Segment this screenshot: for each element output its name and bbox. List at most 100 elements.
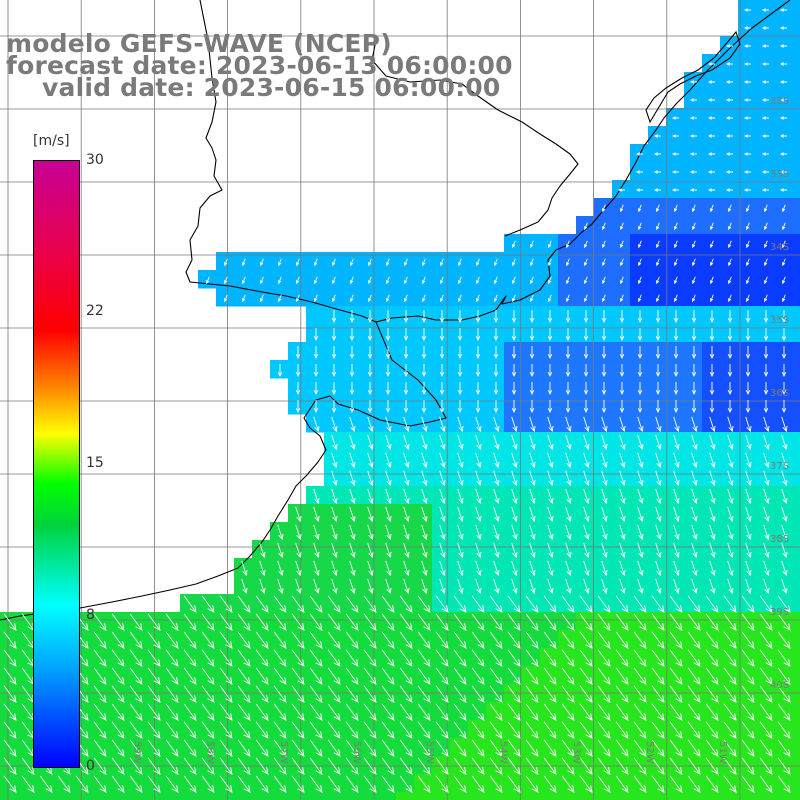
wind-speed-cell bbox=[486, 522, 505, 541]
wind-arrow bbox=[435, 721, 449, 739]
wind-speed-cell bbox=[630, 216, 649, 235]
wind-arrow bbox=[476, 276, 480, 285]
wind-speed-cell bbox=[450, 342, 469, 361]
wind-arrow bbox=[602, 240, 606, 249]
wind-speed-cell bbox=[540, 486, 559, 505]
wind-arrow bbox=[385, 416, 392, 433]
wind-speed-cell bbox=[612, 414, 631, 433]
wind-speed-cell bbox=[792, 702, 800, 721]
wind-arrow bbox=[691, 364, 697, 378]
wind-speed-cell bbox=[612, 792, 631, 800]
wind-speed-cell bbox=[684, 468, 703, 487]
wind-speed-cell bbox=[414, 324, 433, 343]
wind-arrow bbox=[725, 152, 733, 156]
wind-arrow bbox=[689, 116, 697, 120]
wind-speed-cell bbox=[648, 378, 667, 397]
wind-arrow bbox=[421, 506, 428, 523]
wind-speed-cell bbox=[468, 450, 487, 469]
wind-arrow bbox=[547, 452, 554, 469]
wind-speed-cell bbox=[648, 216, 667, 235]
wind-arrow bbox=[421, 524, 428, 541]
wind-speed-cell bbox=[792, 738, 800, 757]
wind-arrow bbox=[327, 649, 341, 667]
wind-arrow bbox=[619, 488, 626, 505]
wind-arrow bbox=[584, 240, 588, 249]
wind-speed-cell bbox=[522, 414, 541, 433]
latitude-label: 35S bbox=[770, 315, 789, 326]
wind-arrow bbox=[584, 294, 588, 303]
wind-arrow bbox=[583, 488, 590, 505]
wind-arrow bbox=[201, 613, 215, 631]
wind-arrow bbox=[746, 258, 750, 267]
wind-speed-cell bbox=[576, 216, 595, 235]
wind-arrow bbox=[489, 721, 503, 739]
wind-arrow bbox=[743, 152, 751, 156]
wind-speed-cell bbox=[396, 468, 415, 487]
wind-speed-cell bbox=[288, 288, 307, 307]
wind-arrow bbox=[111, 685, 125, 703]
wind-arrow bbox=[295, 560, 302, 577]
wind-speed-cell bbox=[630, 468, 649, 487]
wind-speed-cell bbox=[594, 468, 613, 487]
wind-speed-cell bbox=[270, 558, 289, 577]
wind-arrow bbox=[111, 721, 125, 739]
wind-speed-cell bbox=[486, 414, 505, 433]
wind-arrow bbox=[273, 775, 287, 793]
wind-speed-cell bbox=[666, 198, 685, 217]
wind-speed-cell bbox=[522, 576, 541, 595]
wind-arrow bbox=[543, 667, 557, 685]
wind-speed-cell bbox=[288, 396, 307, 415]
wind-speed-cell bbox=[702, 198, 721, 217]
wind-arrow bbox=[291, 685, 305, 703]
wind-speed-cell bbox=[648, 792, 667, 800]
wind-arrow bbox=[439, 328, 445, 342]
wind-speed-cell bbox=[720, 288, 739, 307]
wind-arrow bbox=[435, 775, 449, 793]
wind-speed-cell bbox=[702, 522, 721, 541]
wind-arrow bbox=[781, 470, 788, 487]
wind-speed-cell bbox=[288, 504, 307, 523]
wind-arrow bbox=[529, 452, 536, 469]
wind-arrow bbox=[147, 775, 161, 793]
wind-speed-cell bbox=[792, 90, 800, 109]
wind-speed-cell bbox=[432, 792, 451, 800]
wind-arrow bbox=[761, 80, 769, 84]
wind-arrow bbox=[620, 294, 624, 303]
wind-speed-cell bbox=[558, 576, 577, 595]
wind-speed-cell bbox=[540, 378, 559, 397]
wind-arrow bbox=[475, 364, 481, 378]
wind-arrow bbox=[710, 276, 714, 285]
wind-arrow bbox=[673, 506, 680, 523]
wind-speed-cell bbox=[144, 792, 163, 800]
wind-speed-cell bbox=[648, 558, 667, 577]
wind-arrow bbox=[674, 240, 678, 249]
wind-arrow bbox=[781, 542, 788, 559]
wind-arrow bbox=[746, 222, 750, 231]
wind-speed-cell bbox=[306, 486, 325, 505]
wind-arrow bbox=[93, 631, 107, 649]
wind-arrow bbox=[583, 382, 589, 396]
wind-speed-cell bbox=[558, 540, 577, 559]
wind-speed-cell bbox=[324, 378, 343, 397]
wind-arrow bbox=[746, 276, 750, 285]
wind-arrow bbox=[314, 258, 318, 267]
wind-speed-cell bbox=[450, 486, 469, 505]
wind-arrow bbox=[745, 542, 752, 559]
wind-arrow bbox=[651, 613, 665, 631]
wind-arrow bbox=[147, 721, 161, 739]
wind-speed-cell bbox=[648, 324, 667, 343]
wind-speed-cell bbox=[396, 504, 415, 523]
wind-arrow bbox=[779, 134, 787, 138]
wind-arrow bbox=[457, 416, 464, 433]
wind-speed-cell bbox=[504, 522, 523, 541]
wind-arrow bbox=[403, 578, 410, 595]
wind-speed-cell bbox=[792, 126, 800, 145]
wind-speed-cell bbox=[414, 486, 433, 505]
wind-arrow bbox=[579, 775, 593, 793]
wind-speed-cell bbox=[738, 450, 757, 469]
wind-arrow bbox=[327, 667, 341, 685]
latitude-label: 39S bbox=[770, 607, 789, 618]
wind-arrow bbox=[475, 542, 482, 559]
wind-speed-cell bbox=[558, 324, 577, 343]
wind-speed-cell bbox=[756, 234, 775, 253]
